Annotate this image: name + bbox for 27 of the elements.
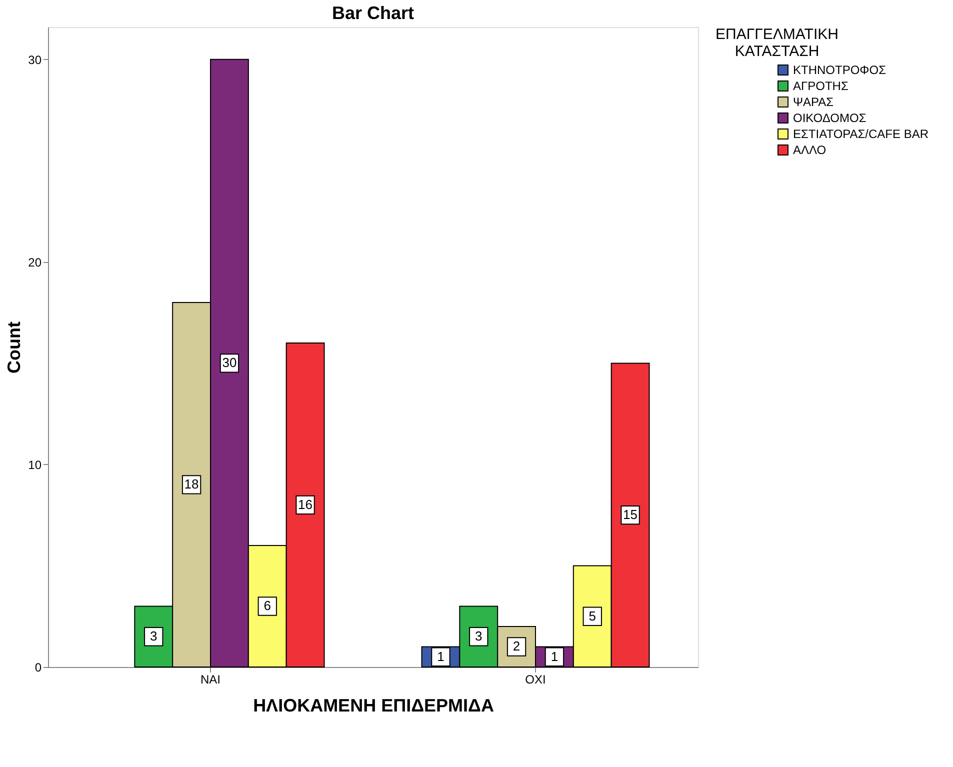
legend-title: ΕΠΑΓΓΕΛΜΑΤΙΚΗ ΚΑΤΑΣΤΑΣΗ (716, 26, 838, 60)
data-label: 1 (550, 648, 558, 664)
y-axis-title: Count (4, 322, 24, 374)
data-label: 3 (475, 628, 482, 644)
data-label: 15 (623, 507, 638, 522)
data-label: 18 (184, 476, 199, 492)
x-tick-label: ΝΑΙ (200, 672, 221, 686)
data-label: 6 (264, 598, 271, 614)
legend-label: ΑΓΡΟΤΗΣ (793, 79, 848, 93)
legend-label: ΟΙΚΟΔΟΜΟΣ (793, 111, 866, 125)
data-label: 1 (437, 648, 444, 664)
data-label: 30 (222, 355, 237, 370)
y-tick-label: 20 (28, 255, 42, 270)
y-tick-label: 10 (28, 458, 42, 472)
y-tick-label: 30 (28, 52, 42, 67)
x-tick-label: ΟΧΙ (525, 672, 546, 686)
legend-label: ΚΤΗΝΟΤΡΟΦΟΣ (793, 63, 886, 77)
x-axis-title: ΗΛΙΟΚΑΜΕΝΗ ΕΠΙΔΕΡΜΙΔΑ (253, 696, 494, 716)
y-tick-label: 0 (34, 660, 42, 674)
legend-label: ΕΣΤΙΑΤΟΡΑΣ/CAFE BAR (793, 127, 929, 141)
data-label: 16 (298, 496, 313, 512)
data-label: 5 (588, 608, 596, 624)
legend-label: ΨΑΡΑΣ (793, 95, 834, 109)
legend-label: ΑΛΛΟ (793, 143, 826, 157)
chart-title: Bar Chart (332, 3, 414, 23)
data-label: 2 (512, 638, 520, 654)
data-label: 3 (150, 628, 158, 644)
